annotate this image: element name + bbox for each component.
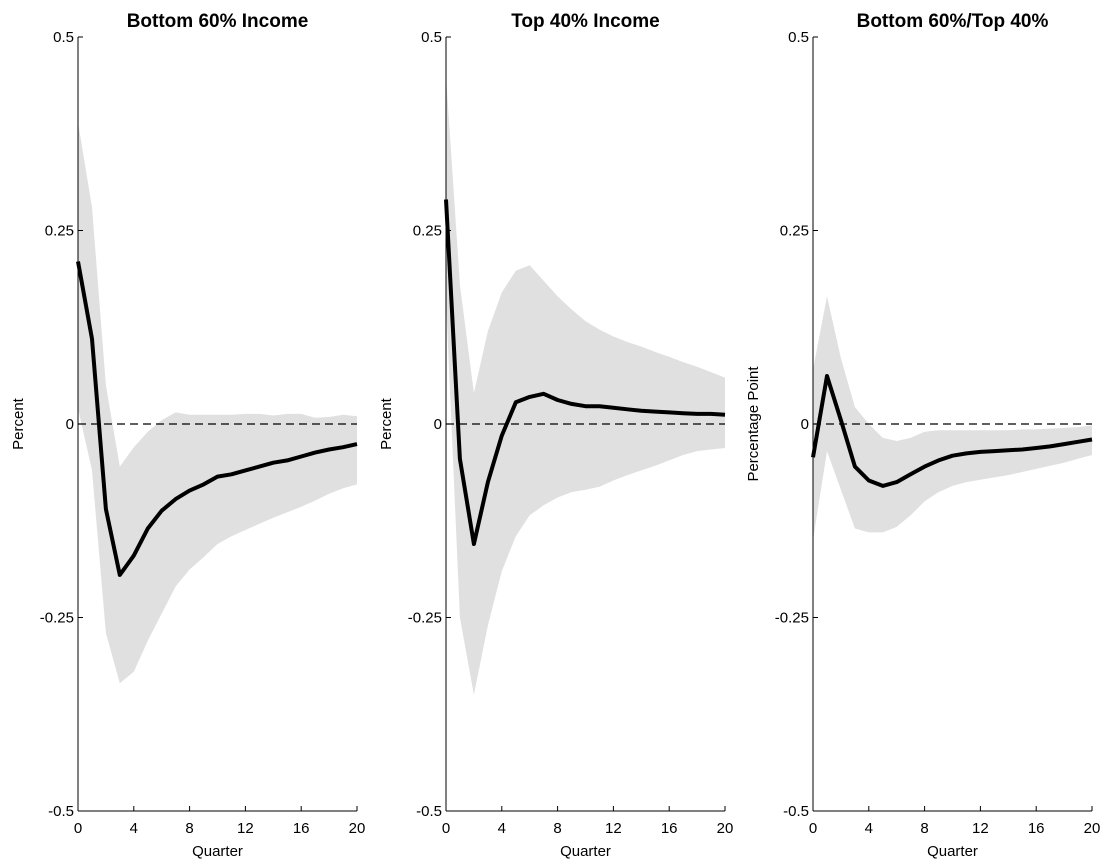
x-tick-label: 0 [442, 820, 450, 837]
x-tick-label: 12 [605, 820, 622, 837]
x-tick-label: 4 [865, 820, 873, 837]
y-tick-label: 0.25 [780, 223, 809, 240]
x-tick-label: 8 [185, 820, 193, 837]
series-line [444, 199, 726, 546]
y-tick-label: -0.5 [416, 803, 442, 820]
x-tick-label: 4 [498, 820, 506, 837]
x-tick-label: 20 [717, 820, 734, 837]
panel-title: Top 40% Income [511, 11, 660, 32]
panel-title: Bottom 60%/Top 40% [857, 11, 1049, 32]
chart-panel-1: -0.5 -0.25 0 0.25 0.5 0 4 8 12 16 20 Bottom 60% Inc… [10, 11, 365, 859]
x-axis-label: Quarter [927, 843, 978, 859]
confidence-band [446, 75, 725, 695]
series-line [76, 261, 358, 577]
y-tick-label: 0 [434, 416, 442, 433]
y-tick-label: -0.25 [775, 610, 809, 627]
y-tick-label: -0.25 [408, 610, 442, 627]
y-tick-label: 0.5 [788, 29, 809, 46]
x-axis-label: Quarter [560, 843, 611, 859]
x-tick-label: 4 [130, 820, 138, 837]
x-tick-label: 20 [1084, 820, 1101, 837]
y-tick-label: -0.5 [48, 803, 74, 820]
y-axis-label: Percent [10, 397, 27, 450]
y-tick-label: -0.5 [783, 803, 809, 820]
panel-title: Bottom 60% Income [127, 11, 309, 32]
x-tick-label: 0 [809, 820, 817, 837]
chart-panel-3: -0.5 -0.25 0 0.25 0.5 0 4 8 12 16 20 Bottom 60%/Top… [745, 11, 1100, 859]
x-tick-label: 20 [349, 820, 366, 837]
y-axis-label: Percent [378, 397, 395, 450]
x-tick-label: 16 [661, 820, 678, 837]
series-line [811, 374, 1093, 488]
chart-panel-2: -0.5 -0.25 0 0.25 0.5 0 4 8 12 16 20 Top 40% Income… [378, 11, 733, 859]
y-tick-label: -0.25 [40, 610, 74, 627]
y-tick-label: 0.25 [413, 223, 442, 240]
x-tick-label: 16 [293, 820, 310, 837]
confidence-band [813, 296, 1092, 541]
x-tick-label: 12 [237, 820, 254, 837]
y-tick-label: 0.5 [421, 29, 442, 46]
x-tick-label: 8 [920, 820, 928, 837]
y-tick-label: 0 [801, 416, 809, 433]
x-tick-label: 16 [1028, 820, 1045, 837]
y-tick-label: 0.25 [45, 223, 74, 240]
confidence-band [78, 122, 357, 684]
x-axis-label: Quarter [192, 843, 243, 859]
x-tick-label: 0 [74, 820, 82, 837]
y-axis-label: Percentage Point [745, 366, 762, 482]
y-tick-label: 0 [66, 416, 74, 433]
y-tick-label: 0.5 [53, 29, 74, 46]
x-tick-label: 12 [972, 820, 989, 837]
x-tick-label: 8 [553, 820, 561, 837]
